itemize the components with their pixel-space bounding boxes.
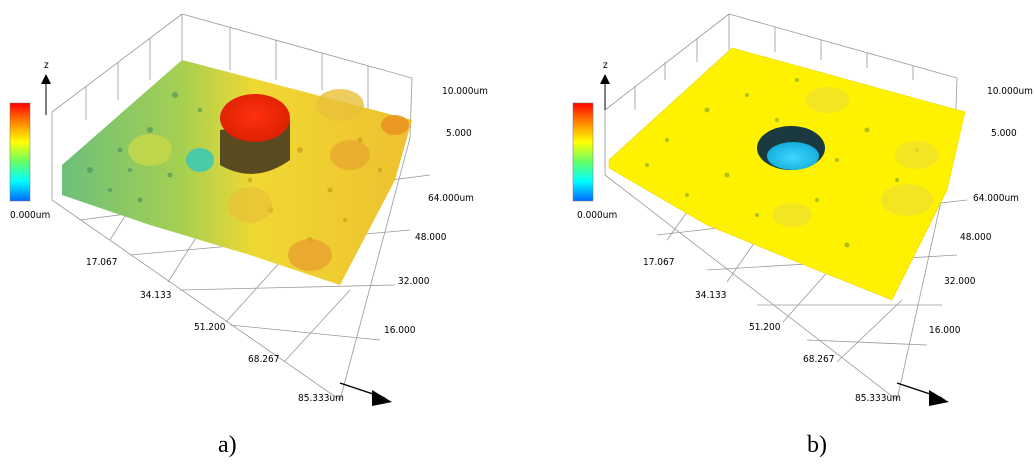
z-axis-b: z bbox=[600, 60, 610, 110]
surface-plot-a: 0.000um z 10.000um 5.000 64.000um 48.000… bbox=[9, 13, 488, 406]
z-axis-arrow-icon bbox=[41, 74, 51, 84]
colorbar-a: 0.000um bbox=[9, 102, 50, 221]
colorbar-min-label: 0.000um bbox=[577, 210, 617, 221]
surface-plot-b: 0.000um z 10.000um 5.000 64.000um 48.000… bbox=[572, 13, 1033, 406]
z-tick: 5.000 bbox=[991, 128, 1017, 139]
z-tick: 10.000um bbox=[442, 86, 488, 97]
caption-a: a) bbox=[218, 432, 237, 458]
x-tick: 51.200 bbox=[194, 322, 226, 333]
x-tick: 85.333um bbox=[855, 393, 901, 404]
surface-a bbox=[62, 60, 412, 285]
panel-b: 0.000um z 10.000um 5.000 64.000um 48.000… bbox=[517, 0, 1034, 466]
y-tick: 32.000 bbox=[398, 276, 430, 287]
y-tick: 16.000 bbox=[384, 325, 416, 336]
panel-a: 0.000um z 10.000um 5.000 64.000um 48.000… bbox=[0, 0, 517, 466]
x-axis-arrow-icon bbox=[929, 390, 949, 406]
y-tick: 16.000 bbox=[929, 325, 961, 336]
x-tick: 68.267 bbox=[248, 354, 279, 365]
x-tick: 17.067 bbox=[86, 257, 117, 268]
caption-b: b) bbox=[807, 432, 827, 458]
y-tick: 48.000 bbox=[960, 232, 992, 243]
x-tick: 34.133 bbox=[695, 290, 726, 301]
colorbar-b: 0.000um bbox=[572, 102, 617, 221]
x-tick: 34.133 bbox=[140, 290, 171, 301]
z-tick: 10.000um bbox=[987, 86, 1033, 97]
z-axis-label: z bbox=[603, 60, 608, 71]
z-axis-label: z bbox=[44, 60, 49, 71]
x-tick: 51.200 bbox=[749, 322, 781, 333]
x-tick: 85.333um bbox=[298, 393, 344, 404]
x-tick: 68.267 bbox=[803, 354, 834, 365]
surface-b bbox=[608, 47, 966, 301]
z-tick: 5.000 bbox=[446, 128, 472, 139]
colorbar-min-label: 0.000um bbox=[10, 210, 50, 221]
y-tick: 48.000 bbox=[415, 232, 447, 243]
y-tick: 64.000um bbox=[973, 193, 1019, 204]
z-axis-arrow-icon bbox=[600, 74, 610, 84]
y-tick: 32.000 bbox=[944, 276, 976, 287]
x-axis-arrow-icon bbox=[372, 390, 392, 406]
x-tick: 17.067 bbox=[643, 257, 674, 268]
z-axis-a: z bbox=[41, 60, 51, 115]
y-tick: 64.000um bbox=[428, 193, 474, 204]
